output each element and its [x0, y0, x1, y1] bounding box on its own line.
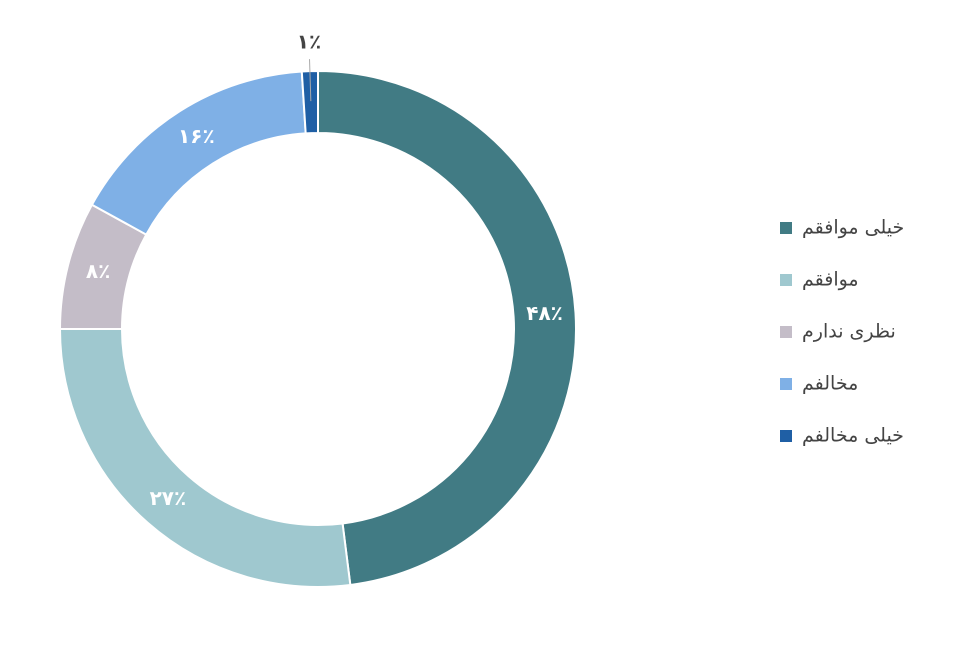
legend-swatch: [780, 430, 792, 442]
legend-swatch: [780, 274, 792, 286]
legend-label: موافقم: [802, 269, 859, 291]
legend-swatch: [780, 378, 792, 390]
data-label: ۲۷٪: [150, 486, 187, 510]
data-label: ۴۸٪: [526, 301, 563, 325]
data-label: ۱۶٪: [178, 124, 215, 148]
donut-slice: [300, 69, 319, 135]
legend-swatch: [780, 326, 792, 338]
legend-label: نظری ندارم: [802, 321, 896, 343]
donut-slice: [58, 328, 352, 588]
legend-label: خیلی مخالفم: [802, 425, 904, 447]
donut-slice: [90, 70, 307, 236]
leader-line: [309, 59, 312, 102]
legend-label: خیلی موافقم: [802, 217, 904, 239]
legend-label: مخالفم: [802, 373, 858, 395]
donut-slice: [317, 69, 577, 587]
data-label: ۸٪: [86, 259, 110, 283]
legend-swatch: [780, 222, 792, 234]
data-label: ۱٪: [297, 30, 321, 54]
